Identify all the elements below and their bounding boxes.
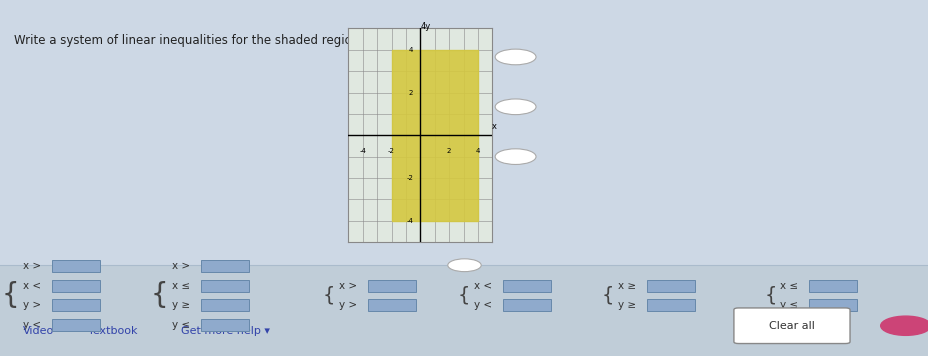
Text: -4: -4 xyxy=(359,148,366,154)
Text: {: { xyxy=(764,286,776,305)
FancyBboxPatch shape xyxy=(733,308,849,344)
Text: {: { xyxy=(323,286,335,305)
FancyBboxPatch shape xyxy=(52,280,100,292)
FancyBboxPatch shape xyxy=(808,299,857,311)
Text: Clear all: Clear all xyxy=(768,321,814,331)
Text: 2: 2 xyxy=(446,148,451,154)
Text: x >: x > xyxy=(23,261,42,271)
Text: 4: 4 xyxy=(475,148,480,154)
Text: y ≥: y ≥ xyxy=(172,300,190,310)
Text: {: { xyxy=(150,282,168,309)
Text: {: { xyxy=(2,282,19,309)
Bar xyxy=(392,50,478,221)
FancyBboxPatch shape xyxy=(646,280,694,292)
FancyBboxPatch shape xyxy=(646,299,694,311)
Text: Video: Video xyxy=(23,326,55,336)
Text: 4y: 4y xyxy=(420,22,431,31)
Text: Get more help ▾: Get more help ▾ xyxy=(181,326,270,336)
Text: x ≥: x ≥ xyxy=(617,281,636,291)
Text: x >: x > xyxy=(172,261,190,271)
FancyBboxPatch shape xyxy=(52,319,100,331)
FancyBboxPatch shape xyxy=(502,280,550,292)
Text: Write a system of linear inequalities for the shaded region: Write a system of linear inequalities fo… xyxy=(14,35,359,47)
FancyBboxPatch shape xyxy=(0,265,928,356)
Text: y >: y > xyxy=(339,300,357,310)
Text: x: x xyxy=(491,122,496,131)
Text: ↺: ↺ xyxy=(511,152,519,162)
Text: y <: y < xyxy=(23,320,42,330)
Text: y <: y < xyxy=(473,300,492,310)
Text: -2: -2 xyxy=(406,175,413,181)
FancyBboxPatch shape xyxy=(200,299,249,311)
FancyBboxPatch shape xyxy=(200,260,249,272)
Text: x ≤: x ≤ xyxy=(780,281,798,291)
Text: -2: -2 xyxy=(388,148,394,154)
Text: y ≤: y ≤ xyxy=(780,300,798,310)
FancyBboxPatch shape xyxy=(367,280,416,292)
Text: x <: x < xyxy=(23,281,42,291)
FancyBboxPatch shape xyxy=(808,280,857,292)
Text: {: { xyxy=(601,286,613,305)
Text: y >: y > xyxy=(23,300,42,310)
Text: {: { xyxy=(458,286,470,305)
Text: Textbook: Textbook xyxy=(88,326,137,336)
Text: -4: -4 xyxy=(406,218,413,224)
Text: Q: Q xyxy=(511,52,519,62)
Text: x >: x > xyxy=(339,281,357,291)
Text: y ≤: y ≤ xyxy=(172,320,190,330)
FancyBboxPatch shape xyxy=(200,280,249,292)
Text: y ≥: y ≥ xyxy=(617,300,636,310)
Text: Ch: Ch xyxy=(899,321,910,330)
FancyBboxPatch shape xyxy=(52,299,100,311)
FancyBboxPatch shape xyxy=(502,299,550,311)
Text: ⋯: ⋯ xyxy=(459,261,469,270)
Text: Q: Q xyxy=(511,102,519,112)
FancyBboxPatch shape xyxy=(52,260,100,272)
Text: x ≤: x ≤ xyxy=(172,281,190,291)
Text: 4: 4 xyxy=(408,47,413,53)
Text: x <: x < xyxy=(473,281,492,291)
Text: 2: 2 xyxy=(408,90,413,95)
FancyBboxPatch shape xyxy=(367,299,416,311)
FancyBboxPatch shape xyxy=(200,319,249,331)
